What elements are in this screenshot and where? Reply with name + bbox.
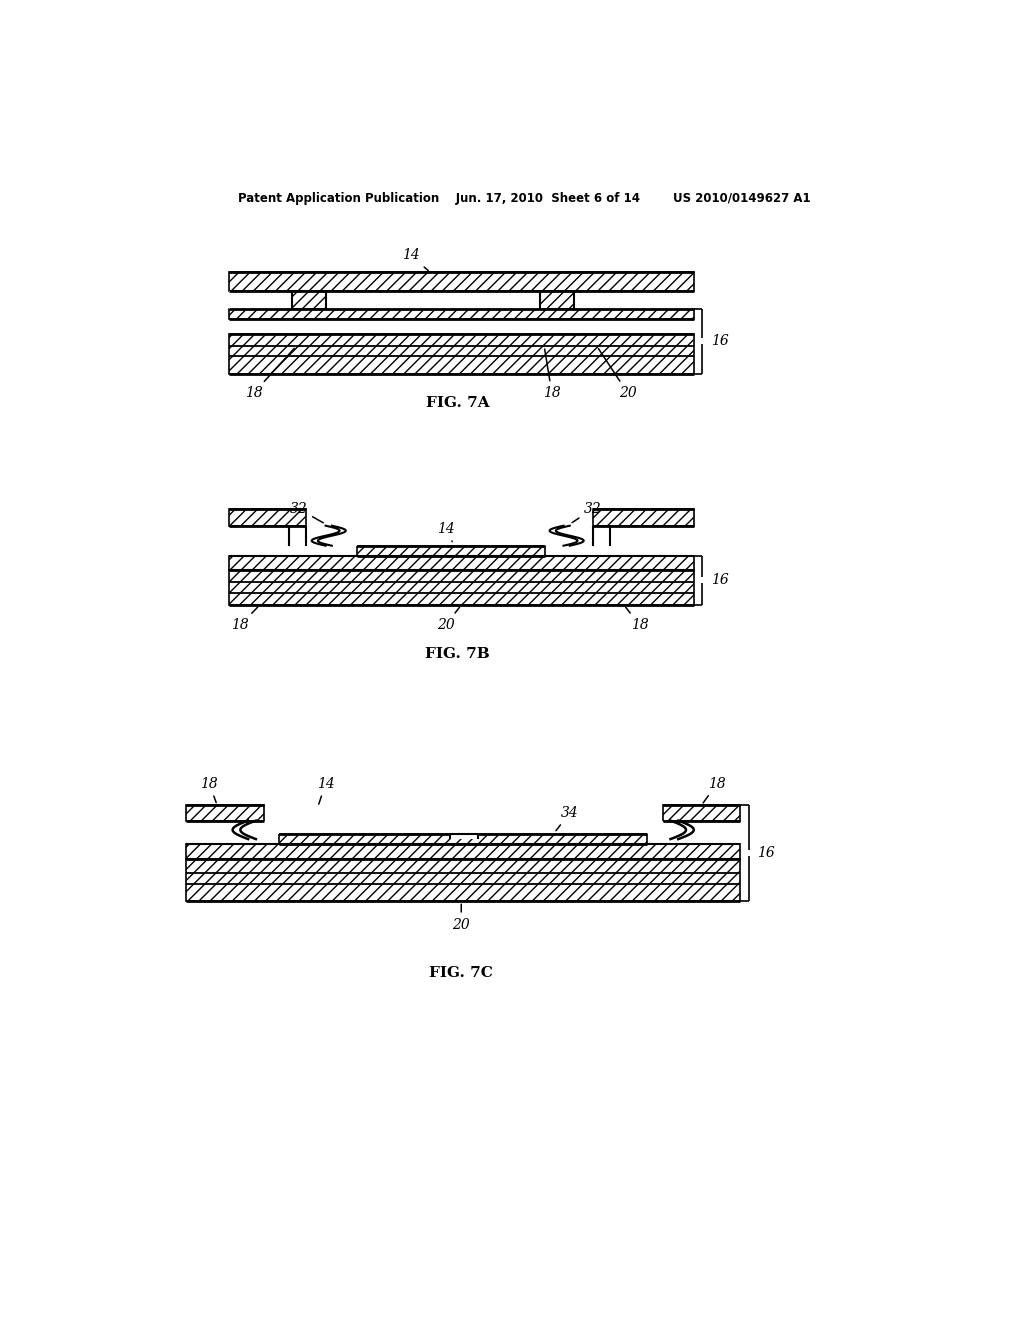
Text: 14: 14 [402,248,428,271]
Bar [647,821,663,834]
Bar [186,859,740,902]
Bar [326,290,541,309]
Text: 32: 32 [290,502,324,523]
Text: 14: 14 [316,776,335,804]
Bar [450,834,478,840]
Text: 34: 34 [556,807,579,830]
Bar [292,290,326,309]
Bar [593,525,610,545]
Bar [228,309,693,318]
Bar [289,525,306,545]
Text: 20: 20 [453,904,470,932]
Bar [186,843,740,859]
Text: 16: 16 [758,846,775,861]
Bar [541,290,573,309]
Bar [573,290,693,309]
Bar [228,556,693,570]
Text: 18: 18 [626,607,648,632]
Bar [263,821,280,834]
Bar [593,508,693,525]
Bar [356,545,545,556]
Text: 16: 16 [711,334,728,348]
Text: 18: 18 [231,607,258,632]
Bar [228,334,693,374]
Bar [663,805,740,821]
Text: FIG. 7C: FIG. 7C [429,966,494,979]
Text: 18: 18 [703,776,726,803]
Text: FIG. 7A: FIG. 7A [426,396,489,411]
Text: Patent Application Publication    Jun. 17, 2010  Sheet 6 of 14        US 2010/01: Patent Application Publication Jun. 17, … [239,191,811,205]
Bar [228,508,306,525]
Text: 32: 32 [572,502,602,523]
Bar [228,272,693,290]
Bar [306,527,356,545]
Text: 20: 20 [598,348,637,400]
Text: 18: 18 [245,348,294,400]
Bar [228,290,292,309]
Bar [186,805,263,821]
Bar [280,834,647,843]
Text: 16: 16 [711,573,728,587]
Text: 20: 20 [437,607,460,632]
Text: FIG. 7B: FIG. 7B [425,647,489,660]
Text: 14: 14 [437,521,455,541]
Bar [228,570,693,605]
Text: 18: 18 [201,776,218,803]
Text: 18: 18 [543,348,561,400]
Bar [545,527,593,545]
